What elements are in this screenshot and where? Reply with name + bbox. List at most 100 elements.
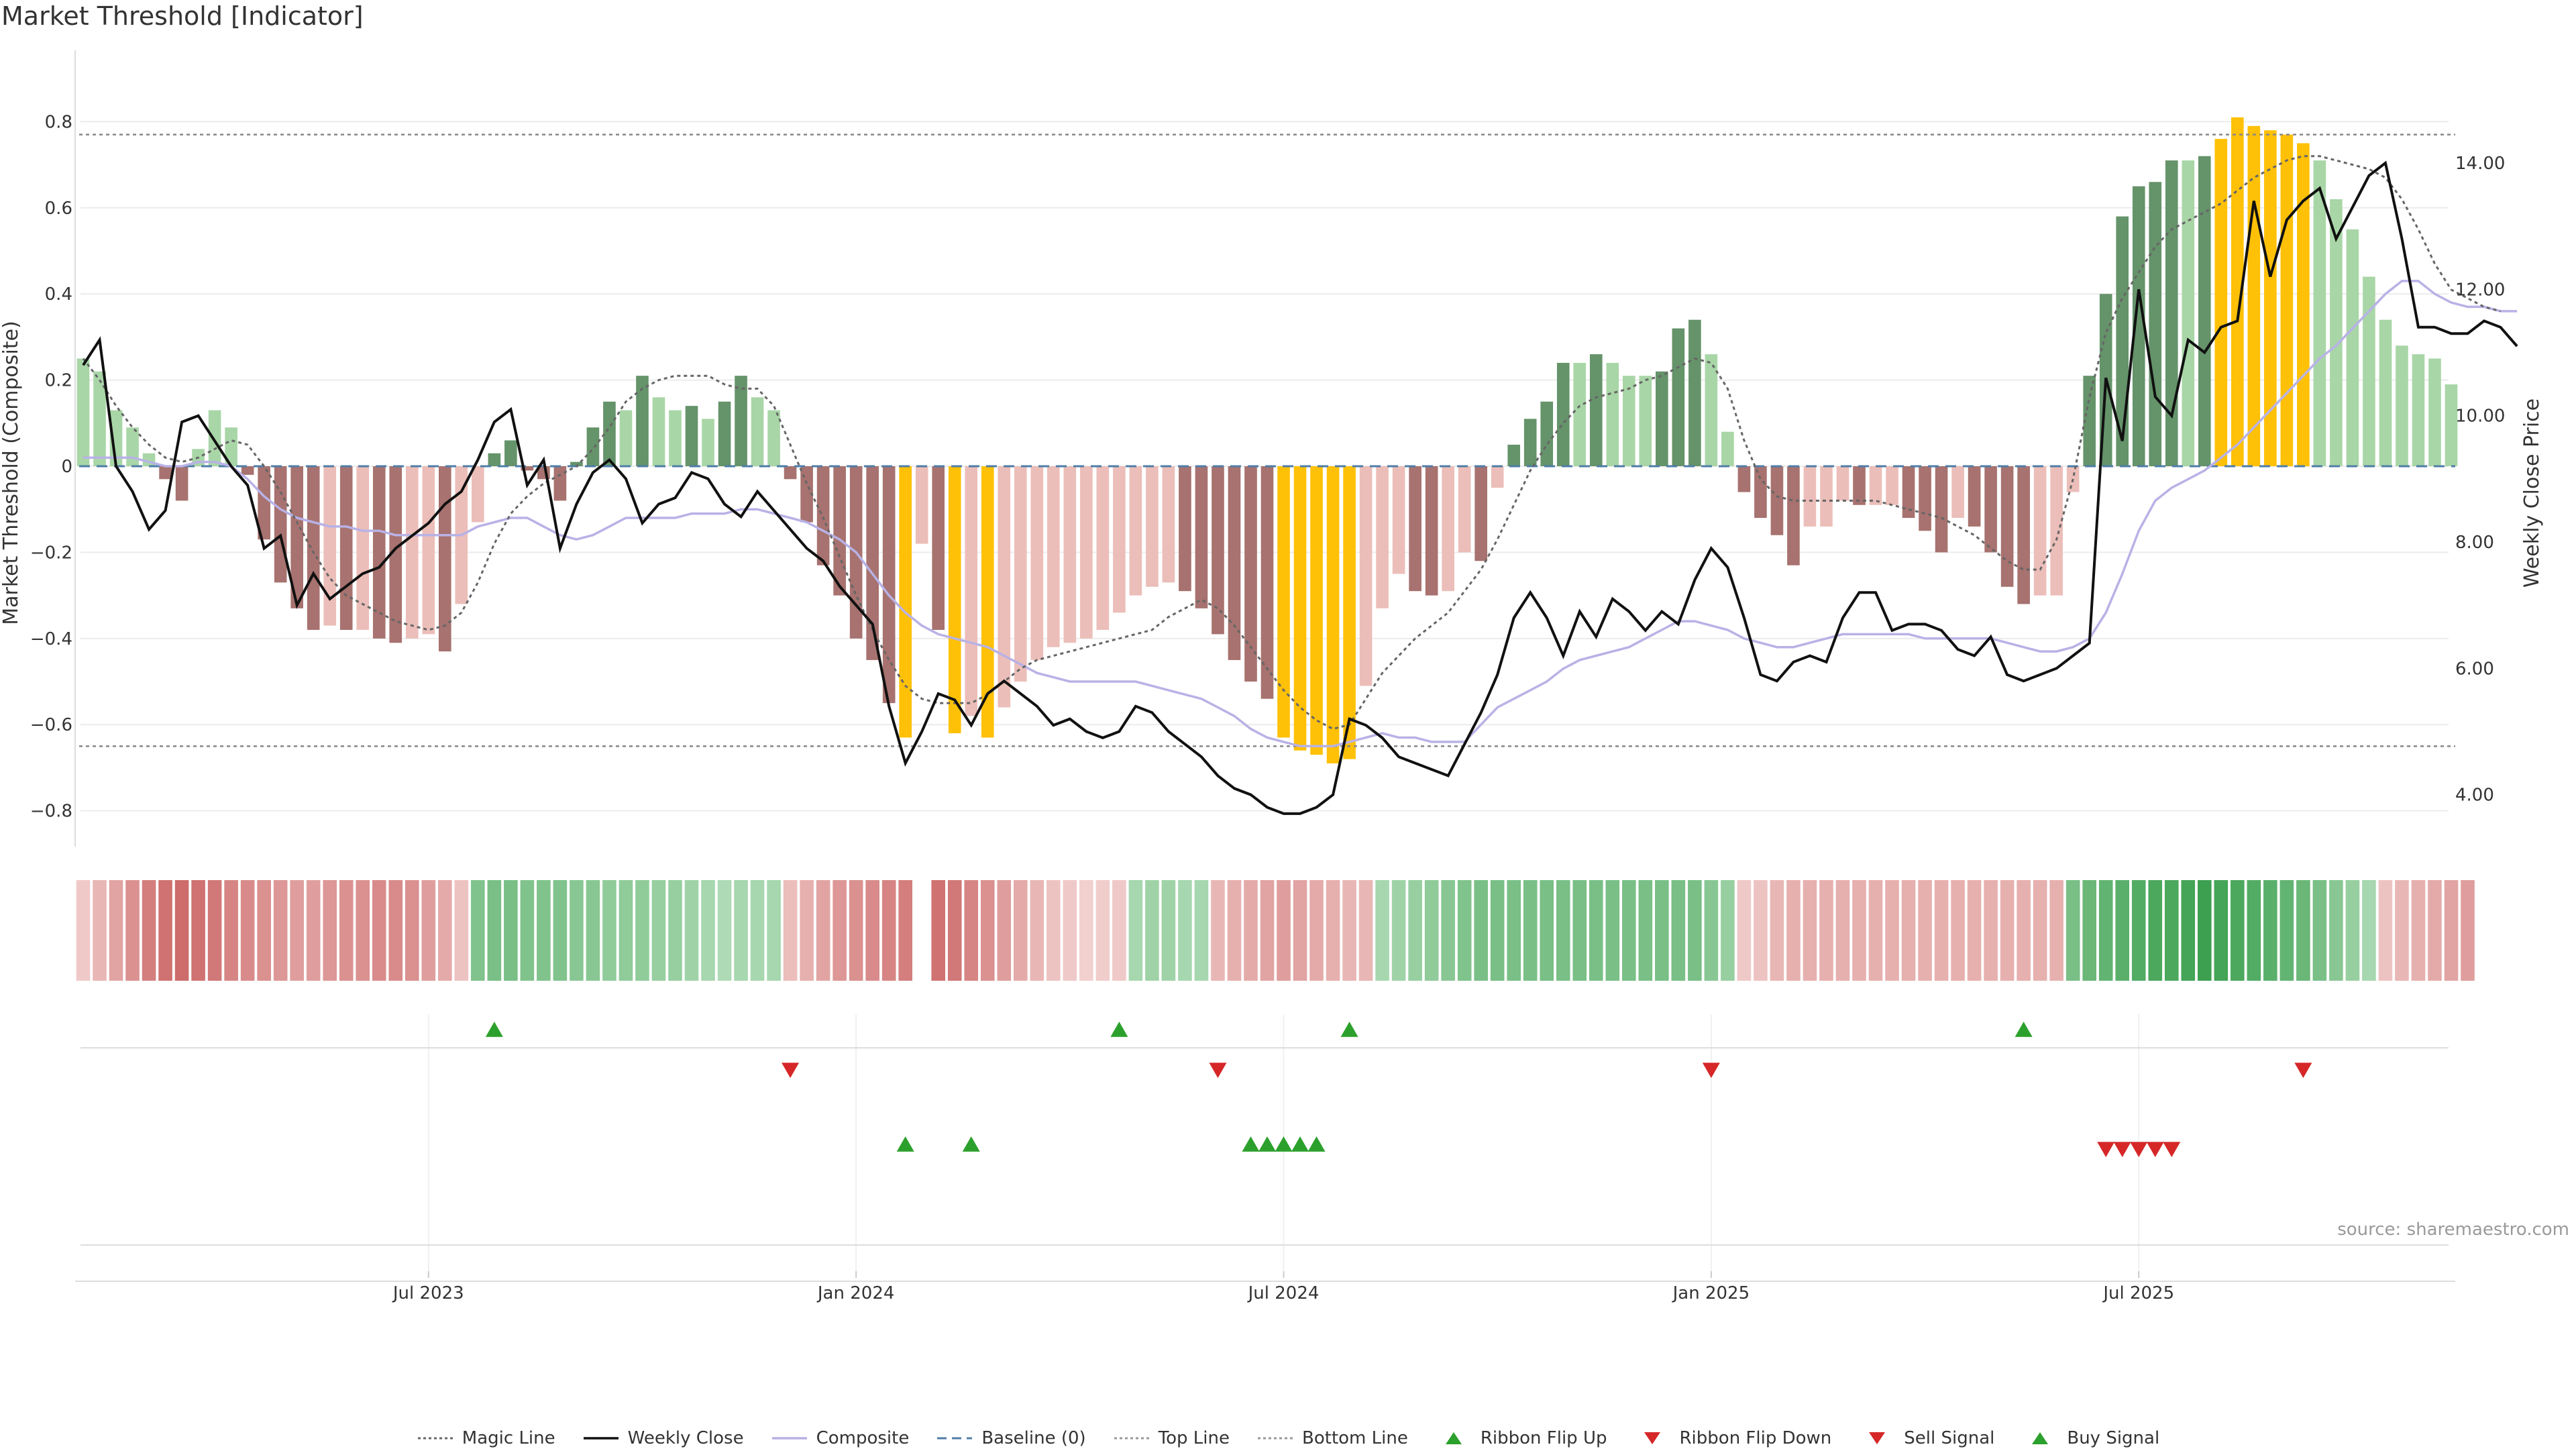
ribbon-cell — [1540, 880, 1554, 981]
x-tick-label: Jan 2025 — [1672, 1283, 1750, 1303]
composite-bar — [981, 466, 994, 738]
composite-bar — [570, 462, 583, 466]
weekly-close-line — [82, 160, 2518, 815]
ribbon-cell — [471, 880, 485, 981]
ribbon-cell — [388, 880, 403, 981]
ribbon-cell — [2017, 880, 2031, 981]
composite-bar — [1754, 466, 1767, 519]
composite-bar — [2050, 466, 2063, 596]
ribbon-cell — [1408, 880, 1422, 981]
composite-bar — [1113, 466, 1126, 613]
y-right-tick-label: 10.00 — [2455, 407, 2505, 427]
composite-bar — [784, 466, 797, 480]
y-right-axis-label: Weekly Close Price — [2520, 398, 2544, 588]
ribbon-cell — [586, 880, 600, 981]
y-left-tick-label: 0.4 — [45, 284, 72, 305]
composite-bar — [1705, 354, 1718, 466]
ribbon-cell — [1868, 880, 1883, 981]
y-left-tick-label: −0.6 — [30, 715, 72, 735]
ribbon-cell — [1474, 880, 1488, 981]
ribbon-cell — [487, 880, 502, 981]
ribbon-cell — [1457, 880, 1472, 981]
ribbon-cell — [1852, 880, 1866, 981]
composite-bar — [1146, 466, 1159, 587]
ribbon-cell — [2131, 880, 2146, 981]
legend-swatch — [1256, 1432, 1294, 1445]
composite-bar — [2165, 160, 2178, 467]
composite-bar — [2396, 345, 2408, 466]
ribbon-cell — [109, 880, 123, 981]
composite-bar — [915, 466, 928, 544]
ribbon-cell — [1260, 880, 1275, 981]
composite-bar — [241, 466, 254, 475]
composite-bar — [225, 427, 237, 466]
y-left-tick-label: −0.8 — [30, 802, 72, 822]
ribbon-cell — [1507, 880, 1521, 981]
composite-bar — [866, 466, 879, 660]
ribbon-cell — [1244, 880, 1258, 981]
ribbon-cell — [1326, 880, 1340, 981]
ribbon-cell — [1030, 880, 1044, 981]
sell-signal-marker — [2163, 1142, 2181, 1157]
ribbon-cell — [767, 880, 781, 981]
ribbon-cell — [2411, 880, 2426, 981]
ribbon-cell — [76, 880, 91, 981]
buy-signal-marker — [1275, 1136, 1293, 1152]
ribbon-flip-up-marker — [2015, 1022, 2033, 1037]
legend-label: Magic Line — [462, 1428, 555, 1448]
legend-label: Bottom Line — [1302, 1428, 1408, 1448]
ribbon-cell — [1786, 880, 1801, 981]
ribbon-cell — [1391, 880, 1406, 981]
ribbon-cell — [2115, 880, 2130, 981]
y-left-tick-label: −0.2 — [30, 543, 72, 563]
composite-bar — [1458, 466, 1471, 553]
ribbon-cell — [1671, 880, 1686, 981]
ribbon-cell — [898, 880, 912, 981]
composite-bar — [2214, 139, 2228, 466]
ribbon-cell — [553, 880, 568, 981]
signal-markers — [896, 1136, 2181, 1157]
composite-bar — [1080, 466, 1093, 639]
ribbon-cell — [372, 880, 386, 981]
ribbon-cell — [207, 880, 222, 981]
composite-bar — [1030, 466, 1044, 660]
composite-bar — [800, 466, 813, 523]
composite-bar — [735, 376, 747, 466]
composite-bar — [882, 466, 896, 704]
composite-bar — [1836, 466, 1849, 501]
composite-bar — [1507, 444, 1521, 466]
ribbon-cell — [1770, 880, 1784, 981]
ribbon-cell — [881, 880, 896, 981]
ribbon-cell — [570, 880, 584, 981]
composite-bar — [1409, 466, 1421, 592]
ribbon-flip-down-marker — [1209, 1063, 1227, 1078]
composite-bar — [2346, 229, 2359, 466]
ribbon-cell — [1375, 880, 1389, 981]
ribbon-cell — [1128, 880, 1143, 981]
legend-swatch — [1858, 1432, 1896, 1445]
composite-bar — [1376, 466, 1389, 608]
composite-bar — [932, 466, 945, 630]
composite-bar — [553, 466, 567, 501]
composite-bar — [2000, 466, 2014, 587]
ribbon-cell — [1655, 880, 1669, 981]
legend-swatch — [771, 1432, 808, 1445]
source-note: source: sharemaestro.com — [2337, 1220, 2569, 1240]
composite-bar — [2264, 130, 2277, 467]
composite-bar — [1442, 466, 1454, 592]
ribbon-cell — [1572, 880, 1587, 981]
legend-label: Ribbon Flip Down — [1679, 1428, 1832, 1448]
ribbon-cell — [635, 880, 649, 981]
ribbon-cell — [865, 880, 879, 981]
ribbon-cell — [2378, 880, 2393, 981]
composite-bar — [422, 466, 435, 635]
composite-bar — [1014, 466, 1027, 682]
ribbon-cell — [454, 880, 469, 981]
ribbon-cell — [2197, 880, 2212, 981]
tick-labels: 0.8 0.6 0.4 0.2 0 −0.2 −0.4 −0.6 −0.8 14.00 12.00 1… — [0, 112, 2544, 1303]
ribbon-cell — [602, 880, 616, 981]
composite-bar — [603, 401, 616, 466]
ribbon-cell — [1079, 880, 1093, 981]
ribbon-flip-down-marker — [1702, 1063, 1720, 1078]
sell-signal-marker — [2146, 1142, 2164, 1157]
